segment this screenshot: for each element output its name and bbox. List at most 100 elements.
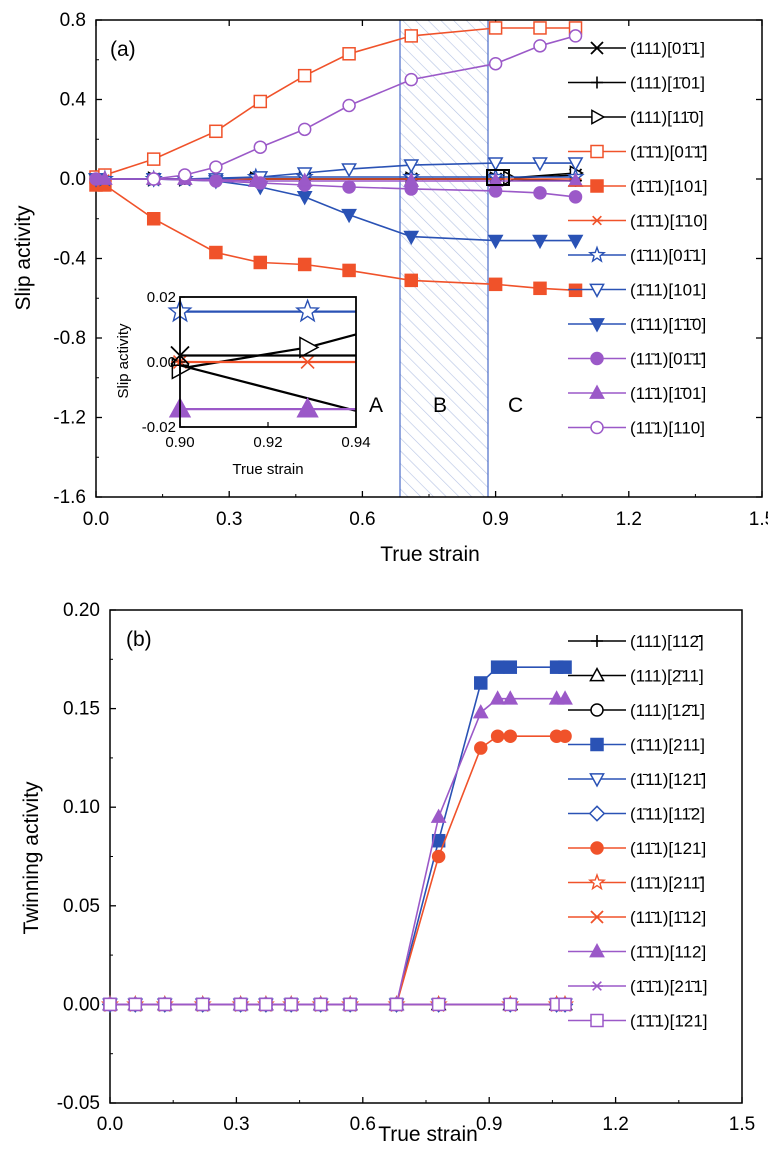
data-point [103,997,117,1012]
legend-label: (1̄1̄1)[112] [630,943,706,962]
legend-label: (1̄11)[121̄] [630,770,706,789]
inset-y-tick-label: -0.02 [142,419,176,436]
legend-item-1: (111)[01̄1] [568,39,705,58]
data-point [296,172,313,187]
data-point [533,281,547,296]
y-tick-label: -0.4 [53,249,86,270]
data-point [557,690,573,705]
panel-b-y-axis-label: Twinning activity [20,781,43,934]
data-point [97,170,113,185]
region-label-b: B [433,394,447,417]
panel-b-x-axis-label: True strain [378,1123,478,1146]
panel-a-legend: (111)[01̄1] (111)[1̄01] (111)[11̄0] (1̄1̄1)… [568,39,708,438]
legend-item-7: (1̄11)[01̄1] [568,245,706,265]
x-tick-label: 1.5 [749,509,768,530]
y-tick-label: 0.00 [63,994,100,1015]
data-point [533,186,547,200]
legend-marker [589,667,605,682]
x-tick-label: 1.5 [729,1114,755,1135]
legend-item-7: (11̄1)[121] [568,839,706,858]
data-point [488,21,503,35]
data-point [209,245,223,260]
legend-item-10: (1̄1̄1)[112] [568,943,706,962]
legend-label: (11̄1)[01̄1̄] [630,350,706,369]
data-point [247,172,264,187]
data-point [558,729,572,743]
inset-zoom-box [486,169,510,186]
panel-a-series [88,21,585,298]
series-12 [146,29,583,186]
legend-label: (11̄1)[211̄] [630,874,705,893]
legend-marker [591,76,603,89]
data-point [343,997,357,1012]
data-point [342,180,356,194]
panel-a-hatched-region-b [400,20,488,497]
data-point [404,29,418,43]
y-tick-label: 0.8 [60,10,86,31]
data-point [532,157,548,172]
data-point [558,660,572,674]
inset-x-tick-label: 0.92 [253,434,282,451]
series-4 [103,660,572,1012]
legend-label: (111)[112̄] [630,632,704,651]
data-point [502,690,519,705]
legend-item-8: (11̄1)[211̄] [568,872,705,893]
legend-item-3: (111)[12̄1] [568,701,705,720]
data-point [487,172,504,187]
data-point [146,212,161,226]
legend-item-9: (1̄11)[1̄1̄0] [568,315,706,334]
data-point [253,94,268,109]
legend-label: (11̄1)[1̄12] [630,908,706,927]
legend-marker [588,245,606,263]
series-line [110,697,565,1006]
legend-marker [590,841,604,855]
region-label-a: A [369,394,383,417]
legend-item-1: (111)[112̄] [568,632,704,651]
data-point [567,234,584,250]
y-tick-label: 0.15 [63,699,100,720]
x-tick-label: 0.0 [83,509,109,530]
inset-series-line [179,364,357,412]
legend-marker [588,872,606,891]
legend-item-6: (1̄11)[11̄2] [568,805,705,824]
panel-b-tag: (b) [126,628,152,651]
x-tick-label: 0.6 [349,509,375,530]
series-4 [89,21,583,184]
legend-item-4: (1̄11)[211] [568,736,705,755]
data-point [233,997,248,1012]
data-point [341,163,357,178]
data-point [403,230,420,246]
panel-a-ticks: 0.0 0.3 0.6 0.9 1.2 1.5 -1.6 -1.2 -0.8 -0.4 0.0 0.4… [53,10,768,530]
series-2 [102,995,573,1011]
legend-item-11: (11̄1)[1̄01] [568,384,706,403]
inset-x-tick-label: 0.90 [165,434,194,451]
data-point [533,21,547,35]
legend-label: (1̄11)[1̄1̄0] [630,315,706,334]
panel-a: 0.0 0.3 0.6 0.9 1.2 1.5 -1.6 -1.2 -0.8 -0.4 0.0 0.4… [12,10,768,566]
inset-data-point [299,336,320,359]
data-point [341,208,357,224]
legend-label: (1̄11)[11̄2] [630,805,705,824]
data-point [404,72,418,87]
data-point [487,157,504,172]
data-point [487,234,504,250]
legend-label: (111)[2̄11] [630,667,704,686]
legend-label: (11̄1)[110] [630,419,705,438]
data-point [146,172,161,186]
legend-marker [590,1013,604,1028]
data-point [128,997,143,1012]
data-point [253,255,268,270]
data-point [403,172,420,187]
legend-label: (111)[12̄1] [630,701,705,720]
inset-y-axis-label: Slip activity [115,323,132,399]
legend-marker [590,41,604,55]
legend-label: (1̄11)[211] [630,736,705,755]
data-point [503,997,518,1012]
legend-marker [591,109,606,125]
legend-label: (111)[1̄01] [630,74,705,93]
legend-marker [590,144,604,159]
data-point [490,729,505,743]
data-point [567,157,584,172]
data-point [209,160,223,174]
